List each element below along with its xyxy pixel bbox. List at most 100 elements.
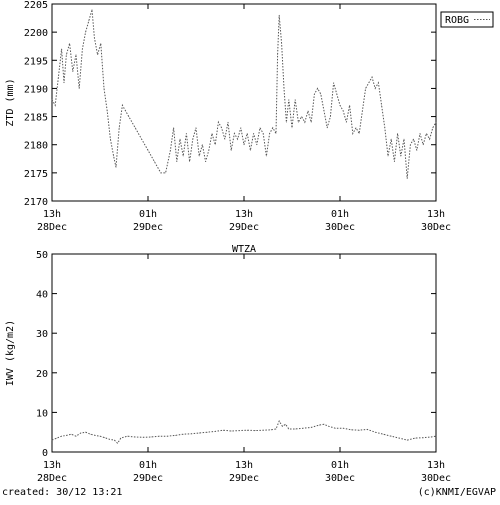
data-point	[126, 435, 128, 437]
data-point	[400, 155, 402, 157]
data-point	[110, 138, 111, 140]
data-point	[103, 88, 105, 89]
data-point	[304, 121, 306, 123]
data-point	[94, 37, 95, 39]
data-point	[282, 425, 283, 427]
data-point	[349, 104, 350, 106]
data-point	[221, 127, 222, 129]
x-tick-hour-label: 01h	[331, 209, 349, 220]
chart-title: WTZA	[232, 244, 256, 255]
data-point	[410, 144, 411, 146]
data-point	[88, 20, 90, 22]
data-point	[170, 149, 171, 151]
x-tick-date-label: 29Dec	[229, 222, 259, 233]
data-point	[406, 178, 408, 179]
data-point	[54, 104, 56, 106]
x-tick-hour-label: 13h	[235, 460, 253, 471]
data-point	[333, 82, 334, 84]
data-point	[90, 433, 91, 435]
data-point	[80, 432, 82, 434]
data-point	[118, 127, 120, 129]
y-tick-label: 2190	[24, 84, 48, 95]
data-point	[115, 166, 117, 168]
data-point	[128, 116, 130, 117]
data-point	[342, 110, 344, 112]
x-tick-hour-label: 13h	[43, 209, 61, 220]
data-point	[176, 161, 178, 162]
x-tick-date-label: 30Dec	[325, 222, 355, 233]
data-point	[269, 133, 270, 134]
data-point	[368, 82, 370, 84]
data-point	[230, 430, 232, 432]
data-point	[314, 93, 315, 95]
data-point	[323, 423, 325, 425]
data-point	[346, 121, 347, 123]
data-point	[189, 161, 190, 162]
data-point	[406, 439, 408, 441]
data-point	[63, 82, 65, 84]
data-point	[58, 76, 59, 78]
data-point	[336, 93, 338, 95]
data-point	[250, 149, 251, 151]
data-point	[113, 155, 114, 157]
data-point	[117, 442, 118, 444]
data-point	[195, 127, 197, 129]
data-point	[99, 435, 101, 437]
data-point	[253, 133, 254, 134]
data-point	[374, 431, 376, 433]
data-point	[78, 88, 80, 89]
data-point	[51, 99, 53, 101]
data-point	[182, 433, 184, 435]
data-point	[270, 429, 272, 431]
data-point	[174, 435, 176, 436]
data-point	[142, 436, 144, 438]
data-point	[69, 43, 70, 44]
plot-frame	[51, 253, 437, 453]
data-point	[208, 149, 210, 151]
data-point	[109, 438, 110, 440]
data-point	[365, 88, 366, 89]
data-point	[352, 133, 354, 134]
data-point	[259, 127, 261, 129]
x-tick-date-label: 29Dec	[229, 473, 259, 484]
data-point	[246, 133, 248, 134]
data-point	[104, 437, 106, 439]
data-point	[278, 420, 280, 422]
data-point	[429, 138, 430, 140]
x-tick-date-label: 29Dec	[133, 473, 163, 484]
data-point	[310, 427, 312, 428]
data-point	[397, 133, 398, 134]
data-point	[288, 99, 290, 101]
data-point	[218, 121, 219, 123]
x-tick-hour-label: 01h	[331, 460, 349, 471]
data-point	[61, 48, 62, 50]
y-tick-label: 20	[36, 369, 48, 380]
data-point	[283, 88, 285, 89]
data-point	[214, 144, 216, 146]
data-point	[288, 428, 290, 430]
data-point	[160, 172, 162, 174]
data-point	[165, 172, 166, 174]
data-point	[190, 433, 192, 435]
data-point	[384, 127, 386, 129]
data-point	[56, 437, 58, 439]
data-point	[366, 429, 368, 430]
x-tick-hour-label: 13h	[427, 460, 445, 471]
data-point	[262, 429, 264, 431]
data-point	[374, 88, 376, 89]
data-point	[94, 435, 96, 436]
data-point	[166, 435, 168, 437]
y-tick-label: 30	[36, 329, 48, 340]
data-point	[91, 9, 93, 10]
data-point	[378, 82, 379, 84]
x-tick-hour-label: 01h	[139, 209, 157, 220]
data-point	[278, 14, 280, 16]
data-point	[230, 149, 232, 151]
data-point	[334, 427, 336, 429]
data-point	[198, 432, 200, 434]
data-point	[85, 431, 86, 433]
data-point	[419, 133, 421, 134]
data-point	[238, 430, 240, 431]
data-point	[362, 110, 363, 112]
